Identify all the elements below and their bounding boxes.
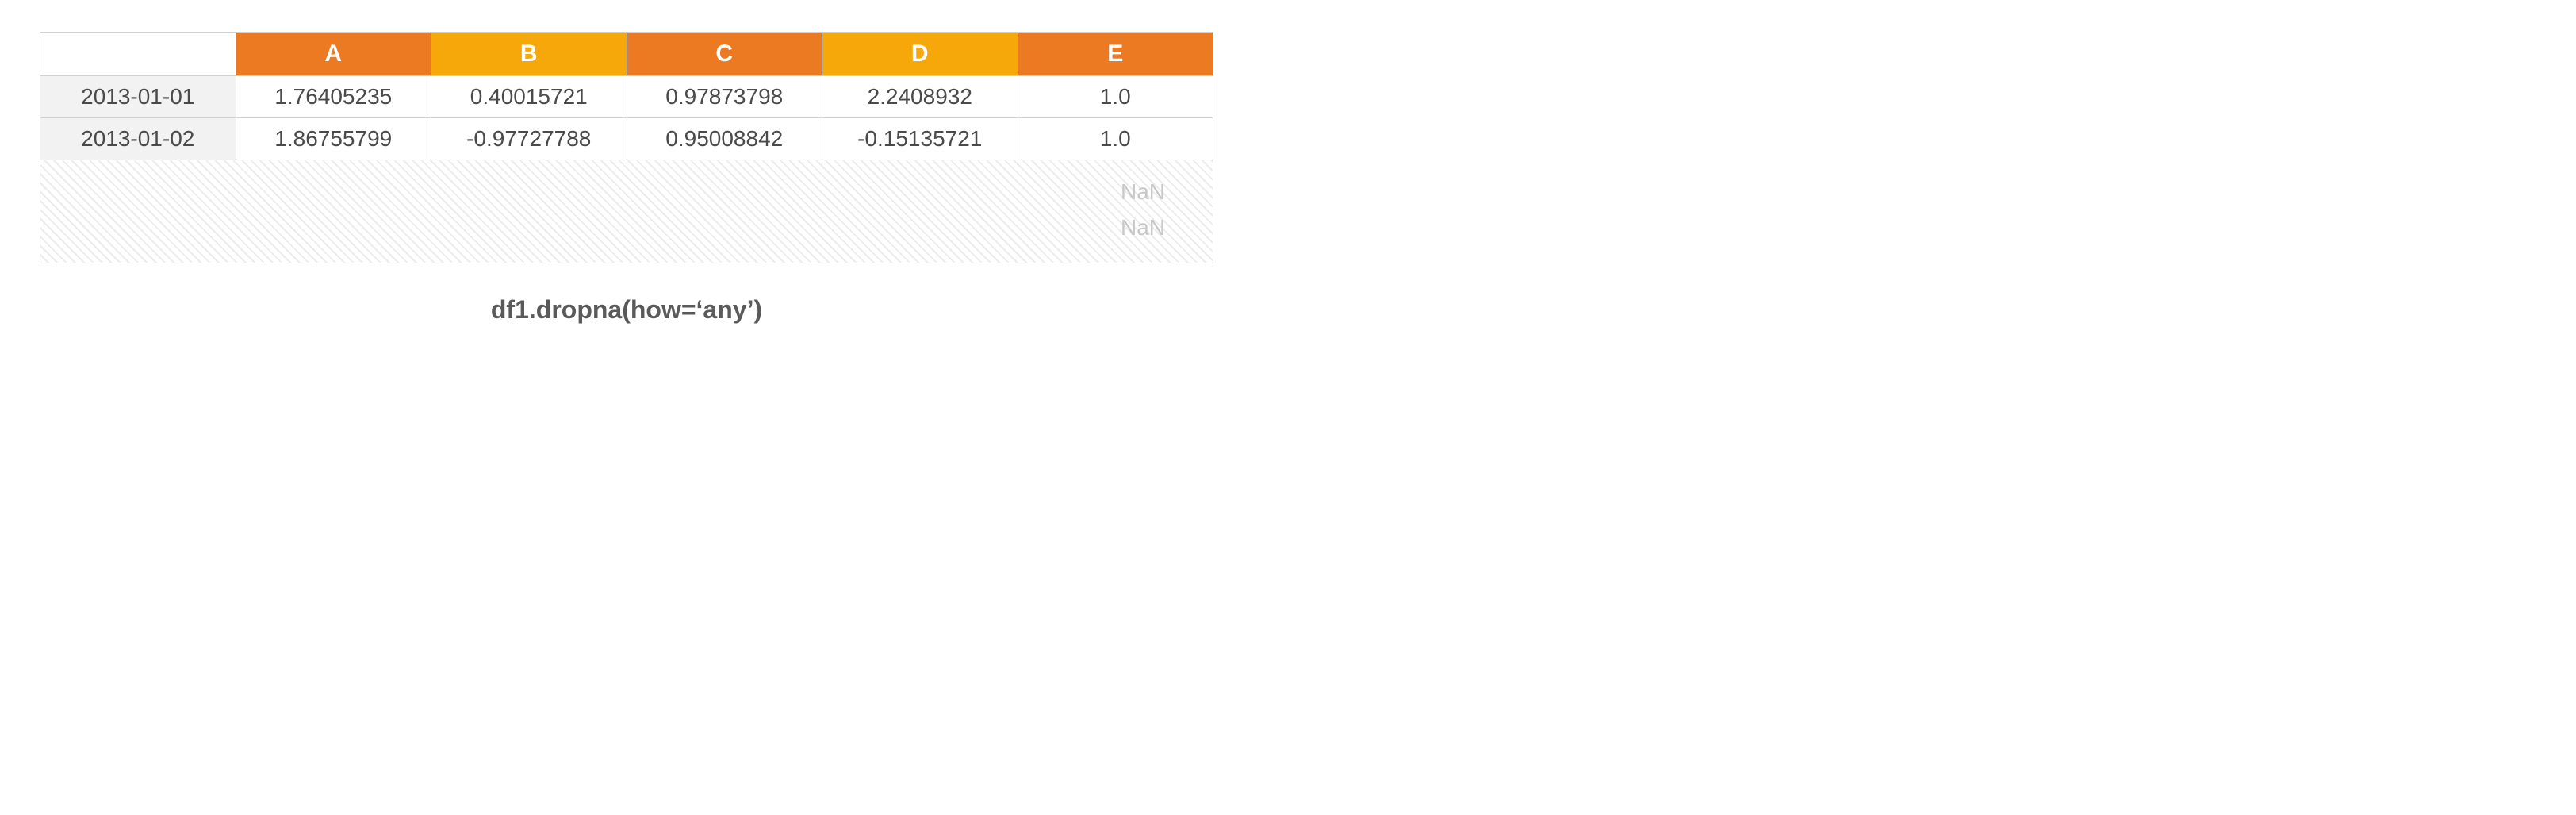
- row-index: 2013-01-01: [40, 76, 236, 118]
- cell: 1.86755799: [236, 118, 431, 160]
- dropped-rows-zone: NaN NaN: [40, 160, 1213, 263]
- figure-wrap: A B C D E 2013-01-01 1.76405235 0.400157…: [40, 32, 1213, 325]
- nan-stack: NaN NaN: [1121, 175, 1165, 246]
- cell: -0.15135721: [822, 118, 1018, 160]
- cell: 1.76405235: [236, 76, 431, 118]
- code-caption: df1.dropna(how=‘any’): [40, 295, 1213, 325]
- col-head-a: A: [236, 33, 431, 76]
- cell: 1.0: [1018, 118, 1213, 160]
- cell: 1.0: [1018, 76, 1213, 118]
- nan-label: NaN: [1121, 210, 1165, 246]
- nan-label: NaN: [1121, 175, 1165, 210]
- col-head-c: C: [627, 33, 822, 76]
- corner-cell: [40, 33, 236, 76]
- cell: -0.97727788: [431, 118, 627, 160]
- cell: 2.2408932: [822, 76, 1018, 118]
- cell: 0.40015721: [431, 76, 627, 118]
- cell: 0.97873798: [627, 76, 822, 118]
- dataframe-table: A B C D E 2013-01-01 1.76405235 0.400157…: [40, 32, 1213, 160]
- row-index: 2013-01-02: [40, 118, 236, 160]
- cell: 0.95008842: [627, 118, 822, 160]
- col-head-d: D: [822, 33, 1018, 76]
- table-row: 2013-01-02 1.86755799 -0.97727788 0.9500…: [40, 118, 1213, 160]
- header-row: A B C D E: [40, 33, 1213, 76]
- col-head-e: E: [1018, 33, 1213, 76]
- col-head-b: B: [431, 33, 627, 76]
- table-row: 2013-01-01 1.76405235 0.40015721 0.97873…: [40, 76, 1213, 118]
